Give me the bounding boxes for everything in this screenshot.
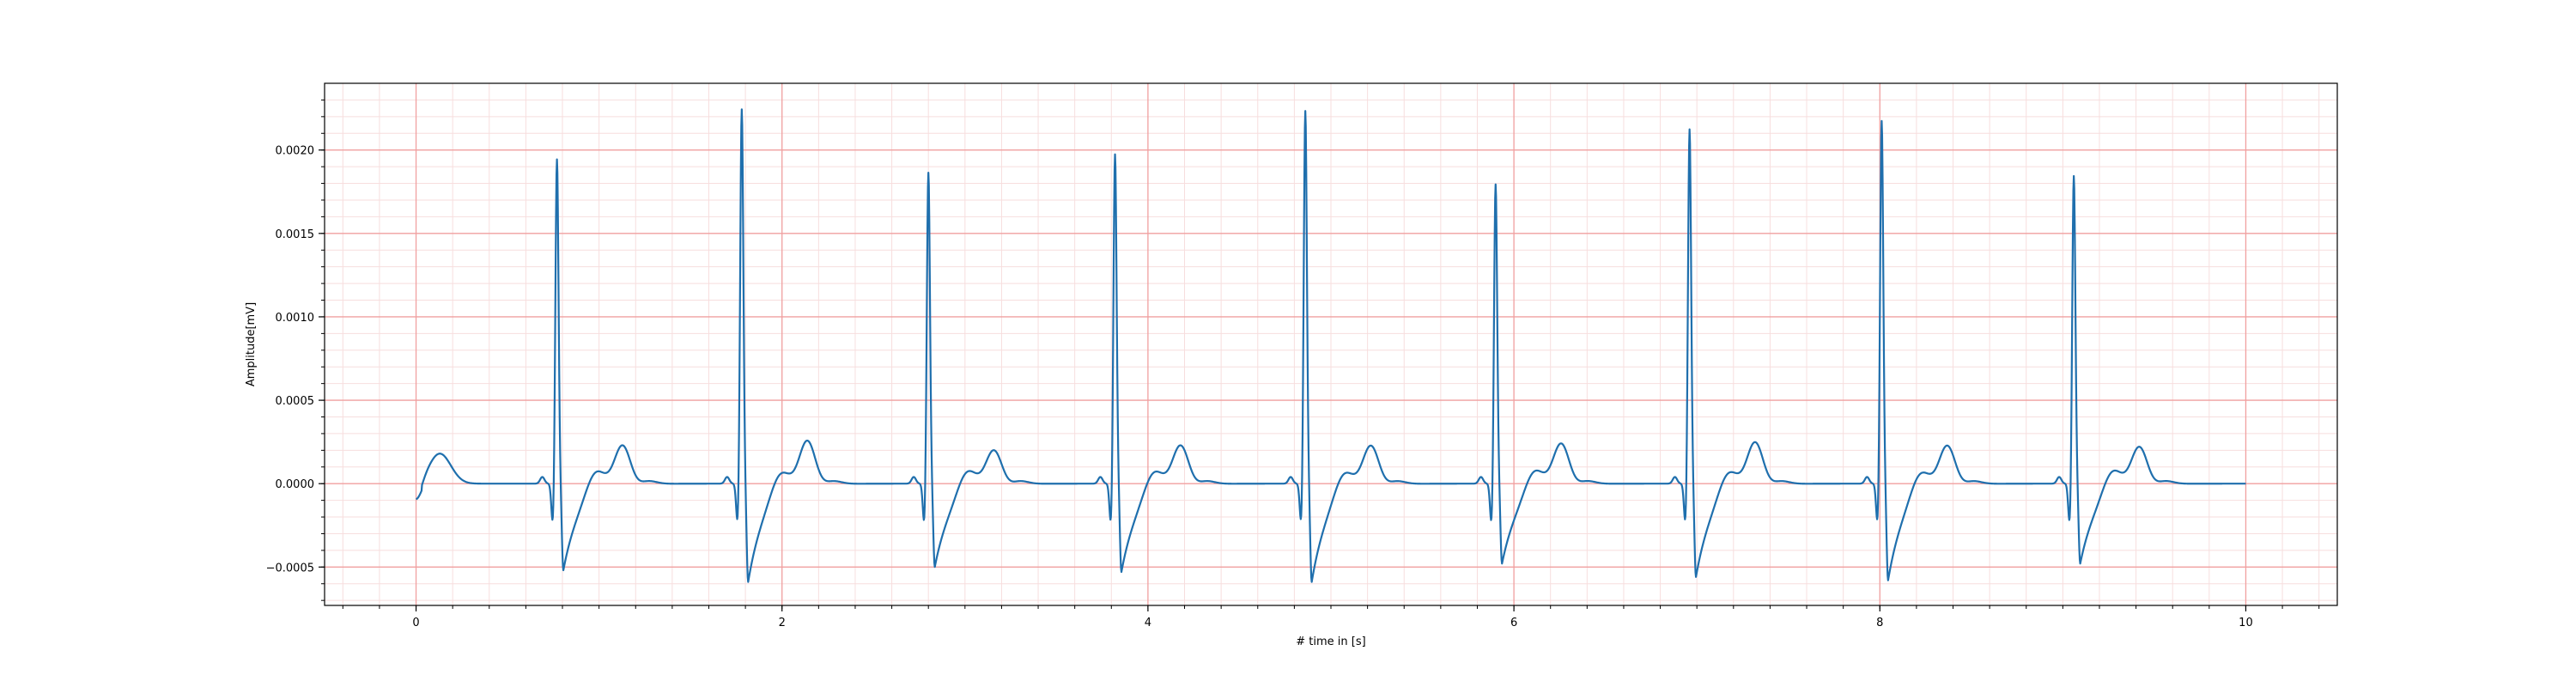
y-tick-label: 0.0005 [276,395,315,408]
x-tick-label: 0 [412,617,419,629]
y-tick-label: 0.0020 [276,145,315,158]
x-tick-label: 4 [1145,617,1151,629]
x-axis: 0 2 4 6 8 10 [342,605,2320,629]
ecg-series-line [415,108,2247,583]
x-axis-label: # time in [s] [1296,635,1365,648]
y-tick-label: 0.0000 [276,478,315,491]
x-tick-label: 6 [1510,617,1517,629]
y-tick-label: 0.0010 [276,312,315,325]
x-tick-label: 2 [779,617,786,629]
x-tick-label: 10 [2239,617,2253,629]
x-tick-label: 8 [1876,617,1883,629]
y-tick-label: 0.0015 [276,228,315,241]
y-tick-label: −0.0005 [266,562,314,575]
y-axis: −0.0005 0.0000 0.0005 0.0010 0.0015 0.0020 [266,99,325,601]
y-axis-label: Amplitude[mV] [245,302,258,386]
